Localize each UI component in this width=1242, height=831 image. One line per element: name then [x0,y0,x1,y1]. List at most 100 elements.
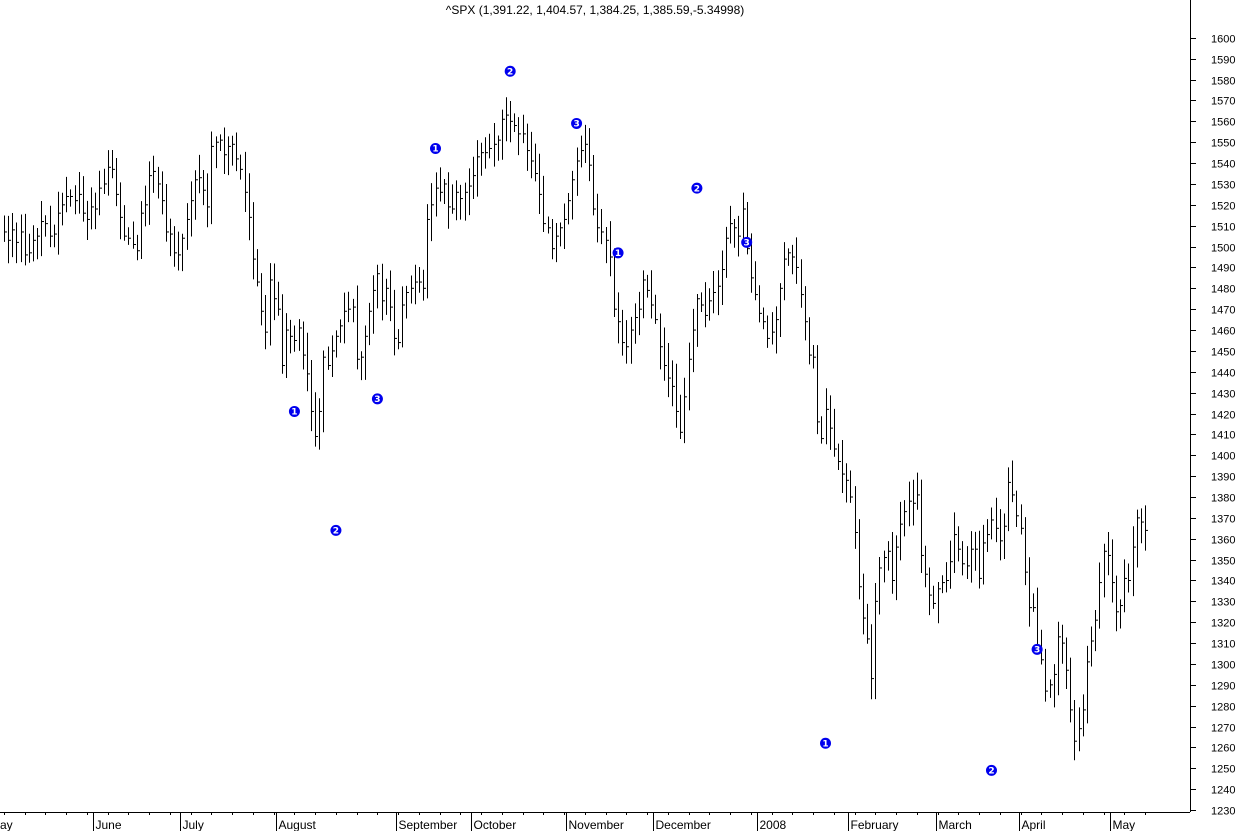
price-bar [477,140,480,197]
price-bar [759,285,762,323]
price-bar [182,233,185,272]
y-tick-label: 1270 [1211,723,1235,735]
price-bar [1099,562,1102,629]
price-bar [660,313,663,370]
price-bar [62,192,65,226]
price-bar [801,259,804,308]
wave-marker: 3 [741,236,753,249]
price-bar [933,585,936,609]
price-bar [606,226,609,264]
price-bar [373,275,376,334]
price-bar [91,187,94,230]
price-bar [203,169,206,206]
price-bar [328,346,331,370]
price-bar [108,150,111,196]
price-bar [211,131,214,225]
price-bar [423,269,426,301]
price-bar [896,535,899,601]
price-bar [411,275,414,304]
x-month-label: August [279,818,317,831]
y-tick-label: 1230 [1211,806,1235,818]
y-tick-label: 1370 [1211,514,1235,526]
price-bar [655,294,658,324]
y-tick-label: 1540 [1211,159,1235,171]
price-bar [278,281,281,316]
price-bar [900,501,903,561]
price-bar [755,261,758,301]
price-bar [25,213,28,266]
x-month-label: July [183,818,204,831]
price-bar [353,298,356,323]
x-month-label: April [1022,818,1046,831]
price-bar [307,332,310,392]
price-bar [527,123,530,171]
y-tick-label: 1430 [1211,389,1235,401]
price-bar [75,185,78,215]
price-bar [821,416,824,444]
y-tick-label: 1320 [1211,618,1235,630]
price-bar [672,360,675,407]
svg-text:3: 3 [1034,646,1040,656]
price-bar [402,286,405,348]
x-month-label: November [569,818,624,831]
x-month-label: ay [0,818,13,831]
price-bar [282,294,285,374]
price-bar [133,221,136,249]
price-bar [676,363,679,428]
price-bar [382,263,385,321]
price-bar [946,562,949,593]
price-bar [315,392,318,447]
price-bar [33,225,36,262]
price-bar [87,200,90,241]
price-bar [120,182,123,240]
x-axis: ay June July August September October November… [0,812,1190,831]
y-tick-label: 1300 [1211,660,1235,672]
y-tick-label: 1410 [1211,430,1235,442]
price-bars-layer [4,97,1148,761]
price-bar [294,325,297,352]
price-bar [319,398,322,450]
price-bar [859,519,862,600]
svg-text:2: 2 [988,767,994,777]
wave-marker: 1 [288,405,300,418]
price-bar [1104,543,1107,598]
price-bar [207,173,210,228]
price-bar [50,205,53,248]
price-bar [635,303,638,344]
wave-marker: 2 [691,182,703,194]
price-bar [983,524,986,585]
price-bar [191,181,194,237]
price-bar [1074,699,1077,761]
wave-marker: 3 [1031,643,1043,656]
price-bar [83,176,86,222]
x-month-label: March [939,818,972,831]
y-tick-label: 1470 [1211,305,1235,317]
price-bar [1095,609,1098,652]
y-tick-label: 1450 [1211,347,1235,359]
price-bar [1112,539,1115,603]
price-bar [564,203,567,249]
price-bar [249,173,252,241]
price-bar [162,171,165,215]
price-bar [303,321,306,370]
price-bar [552,219,555,260]
price-bar [116,157,119,207]
price-bar [892,531,895,594]
y-tick-label: 1510 [1211,222,1235,234]
price-bar [465,182,468,221]
y-tick-label: 1440 [1211,368,1235,380]
price-bar [1141,508,1144,544]
y-tick-label: 1340 [1211,576,1235,588]
price-bar [257,249,260,287]
y-tick-label: 1390 [1211,472,1235,484]
price-bar [1120,599,1123,629]
price-bar [647,274,650,298]
price-bar [925,545,928,588]
price-bar [701,292,704,313]
x-month-label: October [474,818,517,831]
price-bar [112,149,115,179]
price-bar [1050,679,1053,698]
price-bar [884,550,887,583]
y-tick-label: 1500 [1211,243,1235,255]
price-bar [577,147,580,196]
